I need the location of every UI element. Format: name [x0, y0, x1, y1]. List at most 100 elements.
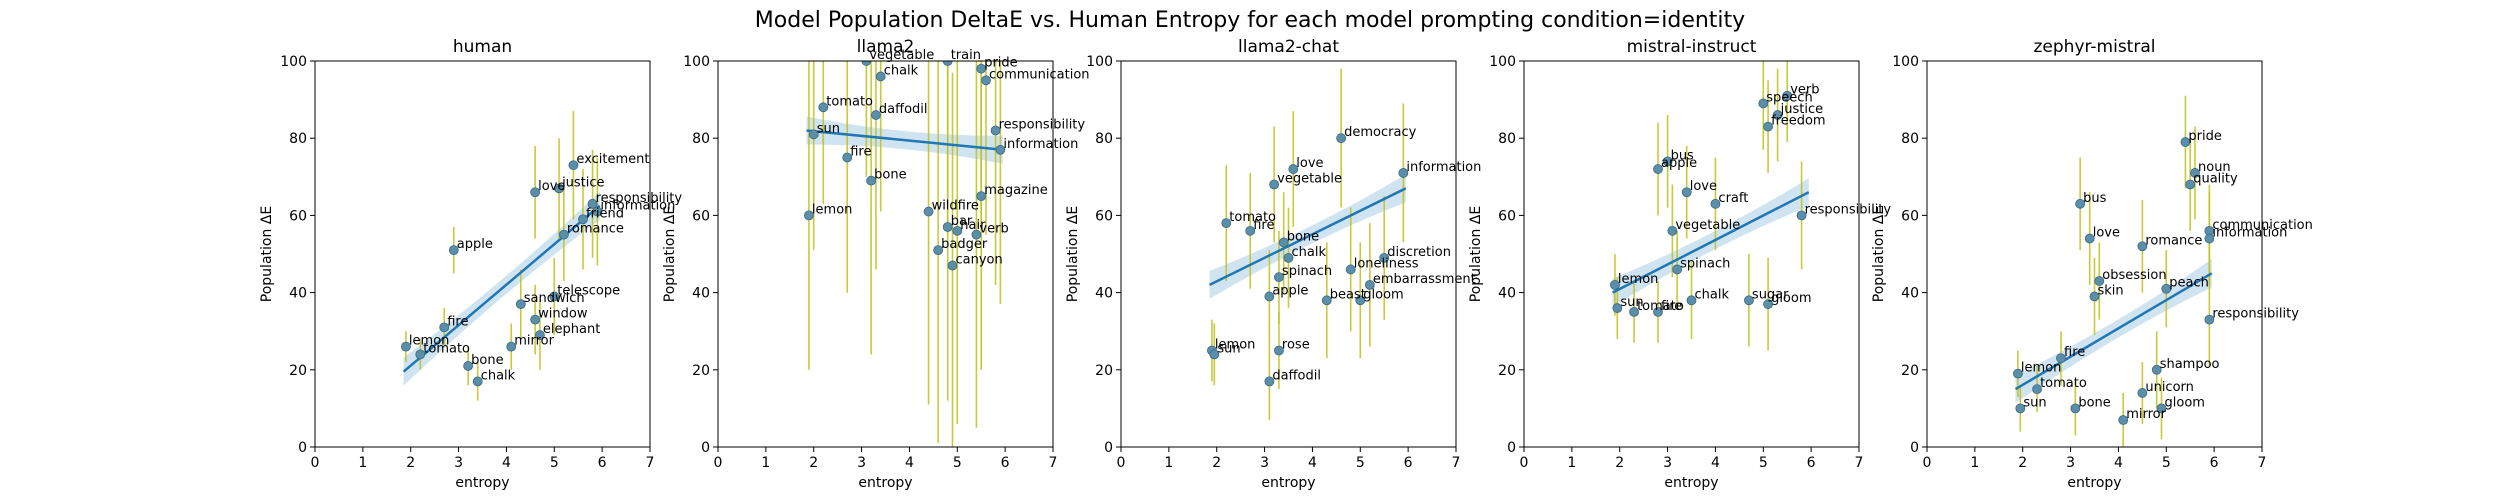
x-tick-label: 0 — [1117, 455, 1126, 471]
x-tick-label: 1 — [358, 455, 367, 471]
data-point — [818, 102, 829, 113]
data-point — [1710, 198, 1721, 209]
data-point — [415, 349, 426, 360]
point-label: badger — [941, 237, 988, 252]
data-point — [1209, 349, 1220, 360]
point-label: sandwich — [524, 291, 585, 306]
regression-line — [1611, 191, 1810, 294]
y-tick-label: 0 — [1910, 440, 1919, 456]
point-label: obsession — [2102, 268, 2166, 283]
data-point — [2075, 198, 2086, 209]
data-point — [558, 229, 569, 240]
point-label: wildfire — [932, 199, 979, 214]
data-point — [1355, 295, 1366, 306]
y-tick-label: 100 — [683, 54, 710, 70]
x-tick-label: 7 — [646, 455, 655, 471]
data-point — [515, 299, 526, 310]
data-point — [1653, 306, 1663, 317]
data-point — [981, 75, 991, 86]
point-label: fire — [447, 314, 468, 329]
y-tick-label: 40 — [289, 286, 307, 302]
data-layer — [1207, 68, 1409, 420]
x-tick-label: 5 — [953, 455, 962, 471]
point-label: train — [951, 48, 981, 63]
point-label: chalk — [884, 63, 919, 78]
data-point — [1264, 376, 1275, 387]
x-tick-label: 4 — [502, 455, 511, 471]
point-label: freedom — [1771, 114, 1826, 129]
x-tick-label: 7 — [1855, 455, 1864, 471]
point-label: sun — [1217, 341, 1240, 356]
point-label: rose — [1282, 338, 1310, 353]
point-label: pride — [2188, 129, 2221, 144]
point-label: chalk — [481, 368, 516, 383]
point-label: beast — [1330, 287, 1366, 302]
y-tick-label: 20 — [1498, 363, 1516, 379]
x-axis-label: entropy — [858, 475, 912, 491]
data-point — [1667, 225, 1678, 236]
point-label: verb — [1790, 83, 1819, 98]
x-axis-label: entropy — [2067, 475, 2121, 491]
x-tick-label: 2 — [406, 455, 415, 471]
data-point — [2056, 353, 2066, 364]
y-tick-label: 0 — [298, 440, 307, 456]
data-point — [861, 61, 872, 66]
data-point — [1321, 295, 1332, 306]
y-tick-label: 40 — [1498, 286, 1516, 302]
data-point — [1610, 279, 1620, 290]
data-point — [1274, 345, 1284, 356]
y-tick-label: 40 — [1901, 286, 1919, 302]
y-tick-label: 60 — [1498, 208, 1516, 224]
point-label: hair — [960, 218, 986, 233]
data-point — [976, 63, 987, 74]
point-label: loneliness — [1354, 256, 1419, 271]
x-tick-label: 6 — [598, 455, 607, 471]
y-axis-label: Population ΔE — [1468, 206, 1484, 302]
x-tick-label: 4 — [905, 455, 914, 471]
data-point — [1364, 279, 1375, 290]
data-layer — [401, 111, 603, 401]
point-label: daffodil — [879, 102, 928, 117]
point-label: skin — [2098, 283, 2124, 298]
y-tick-label: 80 — [1498, 131, 1516, 147]
y-tick-label: 60 — [692, 208, 710, 224]
point-label: tomato — [423, 341, 470, 356]
y-tick-label: 40 — [1095, 286, 1113, 302]
data-point — [1744, 295, 1754, 306]
x-tick-label: 2 — [809, 455, 818, 471]
point-label: mirror — [514, 334, 554, 349]
y-axis-label: Population ΔE — [259, 206, 275, 302]
y-tick-label: 20 — [1901, 363, 1919, 379]
point-label: spinach — [1282, 264, 1332, 279]
x-tick-label: 1 — [1567, 455, 1576, 471]
y-tick-label: 20 — [1095, 363, 1113, 379]
data-point — [1269, 179, 1280, 190]
x-tick-label: 1 — [1970, 455, 1979, 471]
x-tick-label: 7 — [1049, 455, 1058, 471]
y-tick-label: 60 — [1095, 208, 1113, 224]
x-tick-label: 2 — [2018, 455, 2027, 471]
data-point — [2032, 384, 2042, 395]
data-point — [942, 222, 953, 232]
x-tick-label: 7 — [2258, 455, 2267, 471]
data-point — [1379, 252, 1390, 263]
point-label: tomato — [1229, 210, 1276, 225]
point-label: bone — [1287, 229, 1319, 244]
y-tick-label: 80 — [1095, 131, 1113, 147]
data-point — [1662, 156, 1673, 167]
data-point — [401, 341, 411, 352]
point-label: love — [1296, 156, 1323, 171]
data-point — [1278, 237, 1289, 248]
data-point — [1345, 264, 1356, 275]
x-tick-label: 1 — [761, 455, 770, 471]
data-point — [1612, 303, 1623, 313]
data-point — [1336, 133, 1347, 144]
point-label: elephant — [543, 322, 600, 337]
point-label: sun — [2023, 395, 2046, 410]
data-point — [1398, 168, 1409, 178]
point-label: craft — [1718, 191, 1748, 206]
point-label: responsibility — [2212, 307, 2299, 322]
